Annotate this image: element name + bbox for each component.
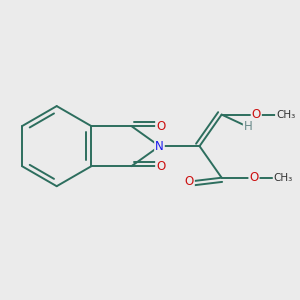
- Text: N: N: [155, 140, 164, 153]
- Text: CH₃: CH₃: [274, 173, 293, 183]
- Text: H: H: [244, 121, 253, 134]
- Text: O: O: [156, 160, 165, 173]
- Text: O: O: [184, 175, 194, 188]
- Text: O: O: [249, 171, 259, 184]
- Text: O: O: [252, 108, 261, 121]
- Text: O: O: [156, 120, 165, 133]
- Text: CH₃: CH₃: [276, 110, 295, 120]
